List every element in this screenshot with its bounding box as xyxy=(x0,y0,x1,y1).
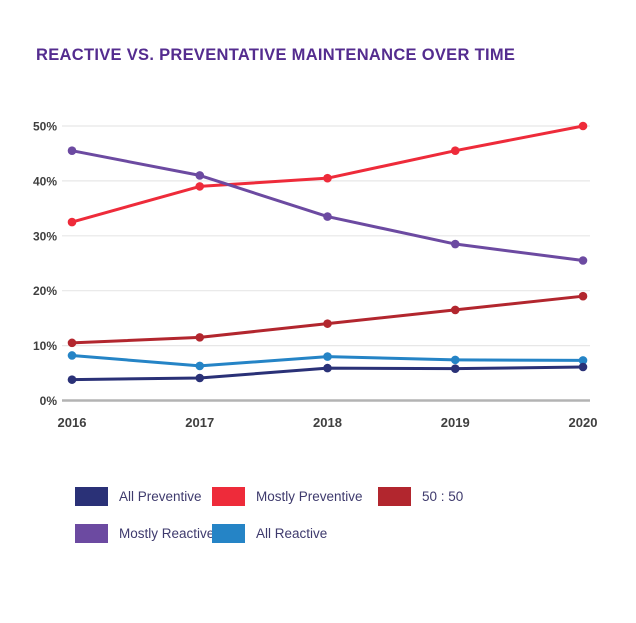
x-tick-label: 2018 xyxy=(313,415,342,430)
data-point-all-reactive[interactable] xyxy=(578,356,588,365)
data-point-50-50[interactable] xyxy=(450,305,460,315)
data-point-mostly-preventive[interactable] xyxy=(323,173,332,183)
data-point-mostly-preventive[interactable] xyxy=(67,217,77,227)
data-point-mostly-reactive[interactable] xyxy=(67,146,77,156)
data-point-mostly-preventive[interactable] xyxy=(450,146,460,156)
data-point-all-preventive[interactable] xyxy=(323,363,332,373)
line-chart: 0% 10% 20% 30% 40% 50% 2016 2017 2018 2019 2020 xyxy=(33,120,598,431)
legend-swatch-mostly-preventive xyxy=(212,487,245,506)
legend-row: All Preventive Mostly Preventive 50 : 50 xyxy=(75,487,463,506)
data-point-mostly-preventive[interactable] xyxy=(578,121,588,131)
data-point-50-50[interactable] xyxy=(578,291,588,301)
legend-row: Mostly Reactive All Reactive xyxy=(75,524,463,543)
y-tick-label: 50% xyxy=(33,120,57,134)
legend-item-50-50[interactable]: 50 : 50 xyxy=(378,487,463,506)
data-point-mostly-reactive[interactable] xyxy=(578,256,588,265)
legend-label: Mostly Preventive xyxy=(256,489,363,504)
x-tick-label: 2020 xyxy=(569,415,598,430)
legend-swatch-all-reactive xyxy=(212,524,245,543)
data-point-all-reactive[interactable] xyxy=(450,355,460,365)
data-point-mostly-reactive[interactable] xyxy=(195,171,205,180)
legend-label: 50 : 50 xyxy=(422,489,464,504)
x-tick-label: 2016 xyxy=(58,415,87,430)
legend-item-mostly-preventive[interactable]: Mostly Preventive xyxy=(212,487,378,506)
data-point-50-50[interactable] xyxy=(195,333,205,342)
legend-item-mostly-reactive[interactable]: Mostly Reactive xyxy=(75,524,215,543)
data-point-all-preventive[interactable] xyxy=(195,373,205,383)
y-tick-label: 30% xyxy=(33,229,57,243)
legend-label: All Reactive xyxy=(256,526,328,541)
data-point-all-reactive[interactable] xyxy=(195,361,205,371)
legend-label: All Preventive xyxy=(119,489,202,504)
data-point-all-preventive[interactable] xyxy=(578,362,588,372)
legend-swatch-50-50 xyxy=(378,487,411,506)
data-point-50-50[interactable] xyxy=(323,319,332,328)
series-line-mostly-reactive xyxy=(70,149,585,263)
data-point-mostly-preventive[interactable] xyxy=(195,182,205,191)
data-point-all-preventive[interactable] xyxy=(450,364,460,373)
data-point-mostly-reactive[interactable] xyxy=(450,239,460,249)
legend-swatch-mostly-reactive xyxy=(75,524,108,543)
data-point-50-50[interactable] xyxy=(67,338,77,348)
data-point-all-reactive[interactable] xyxy=(323,352,332,361)
legend-swatch-all-preventive xyxy=(75,487,108,506)
legend-item-all-reactive[interactable]: All Reactive xyxy=(212,524,378,543)
chart-title: REACTIVE VS. PREVENTATIVE MAINTENANCE OV… xyxy=(36,46,516,64)
y-tick-label: 10% xyxy=(33,339,57,353)
data-point-all-reactive[interactable] xyxy=(67,351,77,360)
data-point-mostly-reactive[interactable] xyxy=(323,212,332,221)
y-tick-label: 40% xyxy=(33,174,57,188)
x-tick-label: 2017 xyxy=(185,415,214,430)
y-tick-label: 20% xyxy=(33,284,57,298)
legend-label: Mostly Reactive xyxy=(119,526,215,541)
data-point-all-preventive[interactable] xyxy=(67,375,77,384)
x-tick-label: 2019 xyxy=(441,415,470,430)
chart-legend: All Preventive Mostly Preventive 50 : 50 Mo… xyxy=(75,487,463,561)
legend-item-all-preventive[interactable]: All Preventive xyxy=(75,487,212,506)
y-tick-label: 0% xyxy=(40,394,58,408)
